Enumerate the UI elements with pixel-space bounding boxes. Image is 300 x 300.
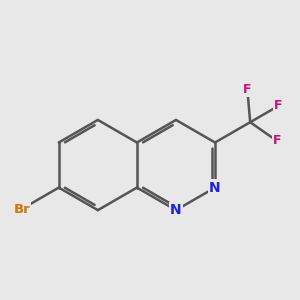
Text: N: N bbox=[209, 181, 221, 195]
Text: F: F bbox=[272, 134, 281, 147]
Text: N: N bbox=[170, 203, 182, 217]
Text: F: F bbox=[243, 83, 252, 96]
Text: F: F bbox=[274, 100, 283, 112]
Text: Br: Br bbox=[13, 202, 30, 215]
